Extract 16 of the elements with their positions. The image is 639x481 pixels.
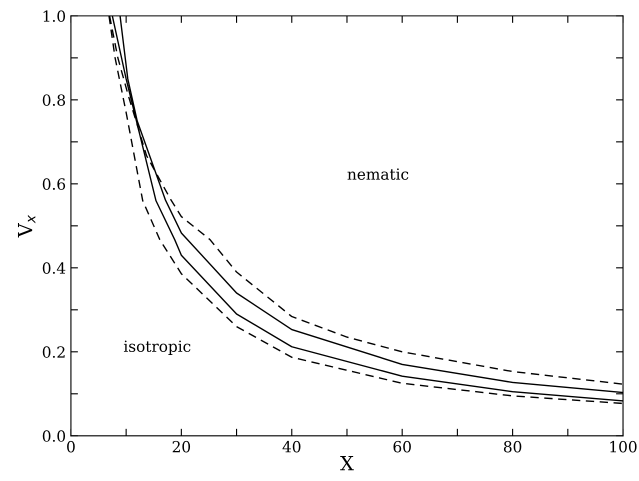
x-tick-label: 20 (172, 440, 190, 452)
x-tick-label: 0 (67, 440, 75, 452)
y-tick-label: 0.2 (42, 346, 65, 358)
y-tick-label: 1.0 (44, 10, 66, 22)
x-tick-label: 80 (504, 440, 522, 452)
x-tick-label: 100 (610, 440, 637, 452)
y-tick-label: 0.0 (42, 430, 66, 442)
y-tick-label: 0.4 (42, 262, 66, 274)
x-tick-label: 40 (282, 440, 300, 452)
y-axis-title: V$_{x}$ (18, 214, 36, 238)
annotation: nematic (348, 168, 408, 180)
y-tick-label: 0.8 (42, 94, 66, 106)
annotation: isotropic (124, 340, 190, 355)
y-tick-label: 0.6 (42, 178, 66, 190)
x-axis-title: X (340, 456, 354, 470)
x-tick-label: 60 (393, 440, 411, 452)
